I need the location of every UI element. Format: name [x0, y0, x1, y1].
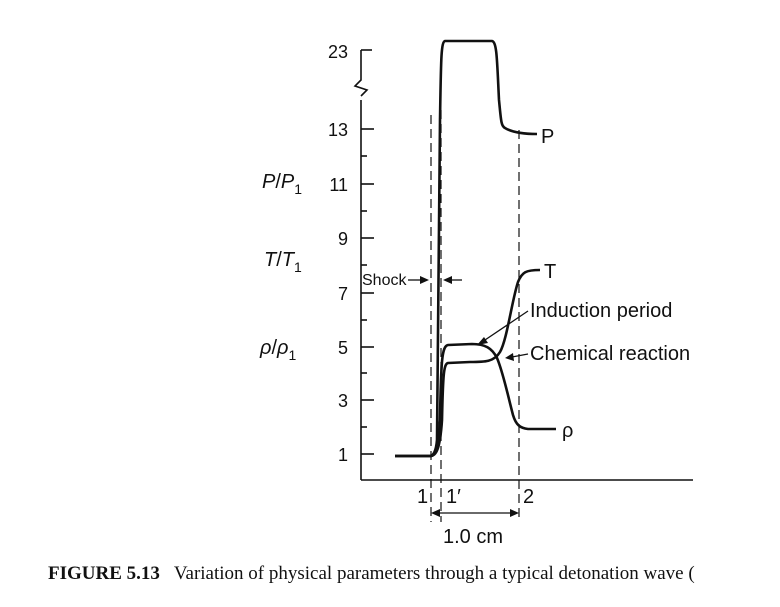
y-label-density: ρ/ρ1 — [259, 337, 297, 363]
y-tick-11: 11 — [329, 175, 348, 195]
reaction-label: Chemical reaction — [530, 343, 690, 365]
reaction-arrow — [505, 353, 529, 361]
y-tick-13: 13 — [328, 120, 348, 140]
y-tick-5: 5 — [338, 338, 348, 358]
y-tick-9: 9 — [338, 229, 348, 249]
series-t-curve — [395, 268, 541, 458]
y-label-temperature: T/T1 — [264, 249, 302, 275]
y-label-pressure: P/P1 — [262, 171, 302, 197]
x-tick-2: 2 — [523, 486, 534, 508]
induction-label: Induction period — [530, 300, 672, 322]
figure-number: FIGURE 5.13 — [48, 563, 160, 584]
series-t-label: T — [544, 261, 556, 283]
y-tick-7: 7 — [338, 284, 348, 304]
x-tick-1prime: 1′ — [446, 486, 461, 508]
scale-label: 1.0 cm — [443, 526, 503, 548]
series-p-curve — [395, 39, 538, 458]
shock-arrows — [408, 276, 462, 284]
y-tick-1: 1 — [338, 445, 348, 465]
scale-bar — [431, 509, 519, 517]
x-tick-1: 1 — [417, 486, 428, 508]
curves — [395, 39, 556, 458]
series-rho-label: ρ — [562, 420, 573, 442]
station-lines — [430, 110, 520, 522]
y-tick-3: 3 — [338, 391, 348, 411]
figure-caption: FIGURE 5.13 Variation of physical paramet… — [48, 563, 695, 585]
axis-break — [353, 50, 369, 97]
induction-arrow — [477, 310, 529, 345]
caption-text: Variation of physical parameters through… — [173, 563, 695, 584]
axes — [353, 49, 693, 481]
series-p-label: P — [541, 126, 554, 148]
series-rho-curve — [395, 342, 556, 458]
shock-label: Shock — [362, 272, 407, 289]
y-tick-23: 23 — [328, 42, 348, 62]
